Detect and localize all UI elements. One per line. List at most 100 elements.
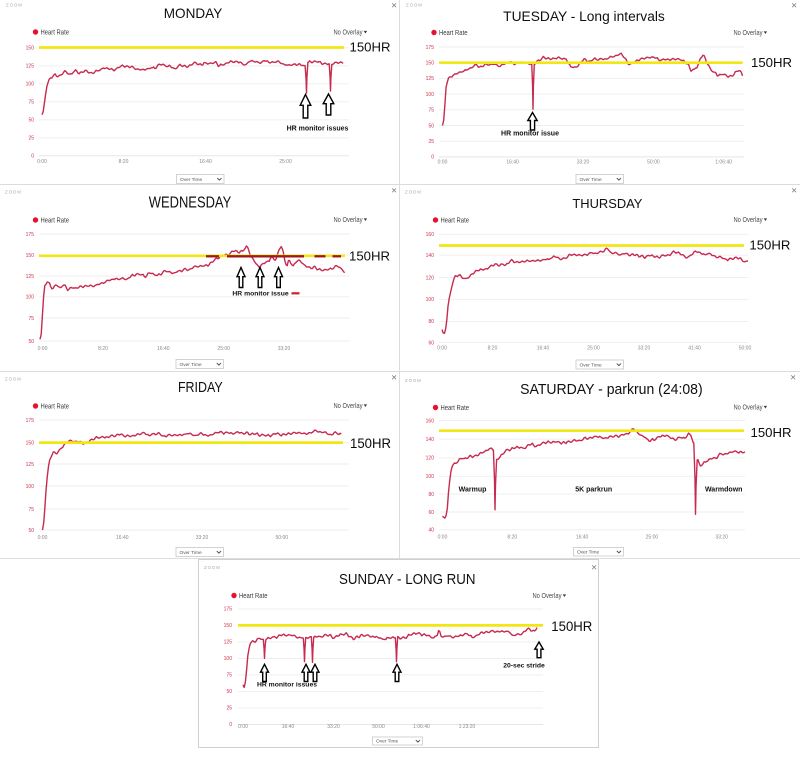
svg-text:75: 75 [28, 316, 34, 322]
svg-text:125: 125 [26, 274, 35, 280]
svg-text:75: 75 [28, 100, 34, 106]
svg-text:50:00: 50:00 [372, 724, 385, 730]
svg-text:✕: ✕ [791, 186, 797, 195]
svg-text:Over Time: Over Time [580, 177, 602, 183]
svg-text:150HR: 150HR [751, 425, 792, 440]
svg-text:WEDNESDAY: WEDNESDAY [149, 195, 232, 212]
svg-text:150HR: 150HR [551, 619, 592, 634]
svg-text:8:20: 8:20 [119, 159, 129, 165]
svg-text:140: 140 [426, 253, 435, 259]
svg-text:50: 50 [428, 123, 434, 129]
svg-text:150: 150 [26, 440, 35, 446]
svg-text:HR monitor issue: HR monitor issue [501, 131, 559, 138]
svg-text:FRIDAY: FRIDAY [178, 380, 223, 396]
svg-text:80: 80 [428, 319, 434, 325]
svg-text:ZOOM: ZOOM [5, 190, 22, 195]
svg-text:20-sec stride: 20-sec stride [503, 663, 545, 670]
svg-text:Heart Rate: Heart Rate [41, 404, 70, 411]
svg-text:100: 100 [224, 656, 233, 662]
svg-text:25: 25 [28, 136, 34, 142]
svg-text:33:20: 33:20 [196, 535, 209, 541]
svg-text:Over Time: Over Time [376, 738, 398, 744]
svg-text:150: 150 [26, 253, 35, 259]
svg-text:✕: ✕ [791, 1, 797, 10]
svg-text:No Overlay: No Overlay [334, 30, 363, 37]
svg-text:16:40: 16:40 [282, 724, 295, 730]
svg-text:Warmdown: Warmdown [705, 487, 742, 494]
svg-text:60: 60 [428, 510, 434, 516]
svg-text:Warmup: Warmup [459, 487, 487, 494]
svg-text:150: 150 [224, 623, 233, 629]
svg-text:Over Time: Over Time [180, 550, 202, 556]
svg-text:150: 150 [426, 61, 435, 67]
svg-text:Over Time: Over Time [580, 362, 602, 368]
svg-text:Heart Rate: Heart Rate [439, 30, 468, 37]
svg-text:100: 100 [426, 474, 435, 480]
svg-text:50:00: 50:00 [276, 535, 289, 541]
svg-text:175: 175 [426, 45, 435, 51]
svg-text:50: 50 [226, 689, 232, 695]
svg-text:No Overlay: No Overlay [334, 217, 363, 224]
svg-text:MONDAY: MONDAY [164, 5, 223, 21]
svg-text:0: 0 [31, 154, 34, 160]
svg-text:120: 120 [426, 456, 435, 462]
svg-text:16:40: 16:40 [157, 346, 170, 352]
svg-text:25:00: 25:00 [646, 535, 659, 541]
svg-text:16:40: 16:40 [116, 535, 129, 541]
svg-text:25: 25 [226, 706, 232, 712]
svg-text:50: 50 [28, 118, 34, 124]
svg-text:150: 150 [26, 46, 35, 52]
svg-text:175: 175 [26, 418, 35, 424]
svg-text:1:06:40: 1:06:40 [715, 160, 732, 166]
svg-text:100: 100 [426, 92, 435, 98]
svg-text:60: 60 [428, 340, 434, 346]
svg-text:THURSDAY: THURSDAY [572, 196, 642, 211]
svg-text:33:20: 33:20 [327, 724, 340, 730]
svg-text:HR monitor issues: HR monitor issues [287, 126, 349, 133]
svg-text:Over Time: Over Time [180, 177, 202, 183]
svg-text:✕: ✕ [391, 373, 397, 382]
svg-text:Heart Rate: Heart Rate [41, 30, 70, 37]
svg-text:No Overlay: No Overlay [734, 217, 763, 224]
svg-text:8:20: 8:20 [98, 346, 108, 352]
svg-text:33:20: 33:20 [715, 535, 728, 541]
svg-text:16:40: 16:40 [199, 159, 212, 165]
svg-text:Heart Rate: Heart Rate [41, 218, 70, 225]
svg-text:No Overlay: No Overlay [533, 593, 562, 600]
svg-text:175: 175 [26, 232, 35, 238]
svg-text:100: 100 [426, 297, 435, 303]
svg-text:5K parkrun: 5K parkrun [575, 487, 612, 494]
svg-text:No Overlay: No Overlay [734, 405, 763, 412]
svg-text:150HR: 150HR [749, 238, 790, 253]
svg-text:ZOOM: ZOOM [204, 565, 221, 570]
svg-text:125: 125 [26, 462, 35, 468]
svg-text:Heart Rate: Heart Rate [239, 593, 268, 600]
svg-text:33:20: 33:20 [577, 160, 590, 166]
svg-text:Heart Rate: Heart Rate [441, 218, 470, 225]
svg-text:HR monitor issue: HR monitor issue [232, 291, 288, 298]
svg-text:0:00: 0:00 [38, 535, 48, 541]
svg-text:40: 40 [428, 528, 434, 534]
svg-text:ZOOM: ZOOM [405, 378, 422, 383]
svg-text:✕: ✕ [391, 1, 397, 10]
svg-text:HR monitor issues: HR monitor issues [257, 682, 317, 689]
svg-text:✕: ✕ [391, 186, 397, 195]
svg-text:150HR: 150HR [350, 436, 391, 451]
svg-text:75: 75 [226, 673, 232, 679]
svg-text:50:00: 50:00 [647, 160, 660, 166]
svg-text:150HR: 150HR [751, 55, 792, 70]
svg-text:1:06:40: 1:06:40 [413, 724, 430, 730]
svg-text:150HR: 150HR [350, 39, 391, 54]
svg-text:80: 80 [428, 492, 434, 498]
svg-text:125: 125 [26, 64, 35, 70]
svg-text:No Overlay: No Overlay [334, 403, 363, 410]
svg-text:Over Time: Over Time [180, 362, 202, 368]
svg-text:125: 125 [224, 640, 233, 646]
svg-text:150HR: 150HR [349, 249, 390, 264]
svg-text:25:00: 25:00 [279, 159, 292, 165]
svg-text:175: 175 [224, 607, 233, 613]
svg-text:25:00: 25:00 [217, 346, 230, 352]
svg-text:0: 0 [431, 155, 434, 161]
svg-text:8:20: 8:20 [507, 535, 517, 541]
svg-text:Over Time: Over Time [577, 549, 599, 555]
